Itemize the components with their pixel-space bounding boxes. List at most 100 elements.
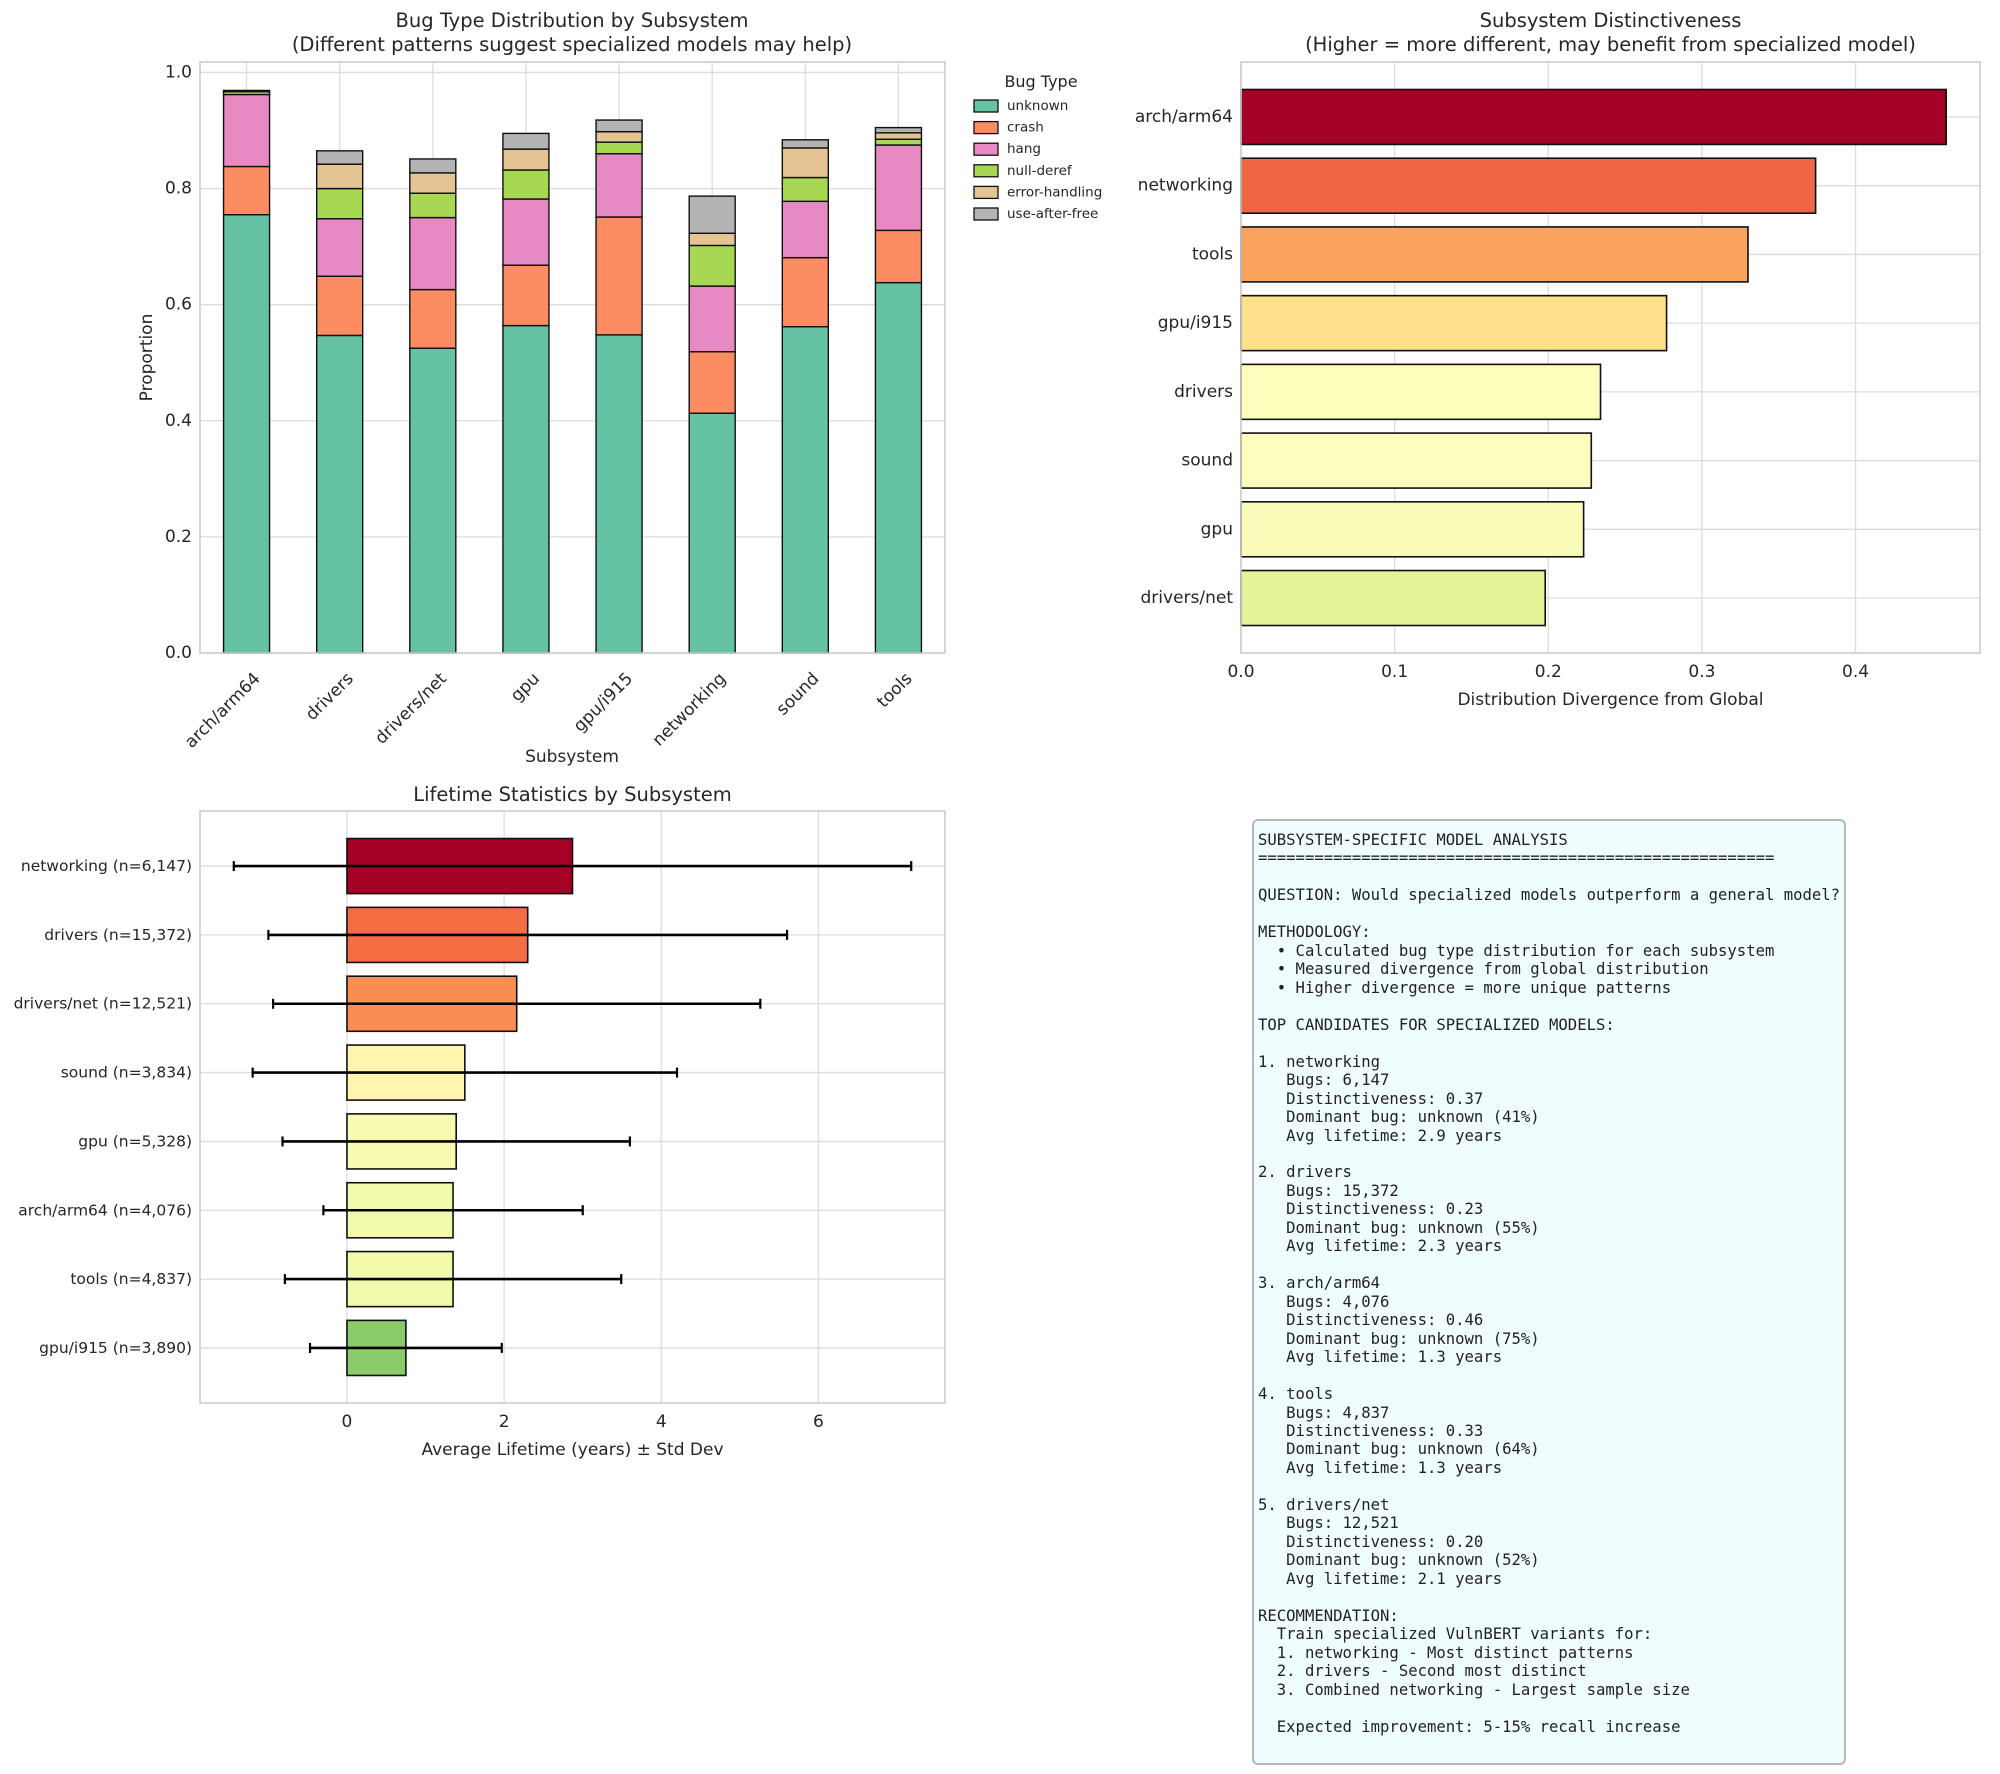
analysis-line <box>1258 1699 1840 1717</box>
legend-label: error-handling <box>1007 184 1102 200</box>
y-tick-label: 0.2 <box>165 527 192 547</box>
bar-segment-hang <box>222 93 271 168</box>
bar-segment-null-deref <box>781 176 830 203</box>
bar <box>1240 88 1947 146</box>
plot-area <box>200 62 945 653</box>
analysis-line: Dominant bug: unknown (41%) <box>1258 1108 1540 1127</box>
analysis-line: 2. drivers <box>1258 1163 1352 1182</box>
analysis-line: Bugs: 15,372 <box>1258 1181 1399 1200</box>
y-tick-label: arch/arm64 <box>1135 107 1233 127</box>
analysis-text-panel: SUBSYSTEM-SPECIFIC MODEL ANALYSIS =======… <box>1252 819 1846 1765</box>
plot-area <box>1241 62 1980 653</box>
chart-title: Subsystem Distinctiveness <box>1480 9 1742 32</box>
y-tick-label: gpu (n=5,328) <box>78 1132 192 1150</box>
bar-segment-unknown <box>595 334 643 654</box>
bar <box>1240 432 1593 489</box>
y-tick-label: tools <box>1192 244 1233 264</box>
bar-segment-null-deref <box>595 141 643 155</box>
x-tick-label: gpu/i915 <box>570 669 637 736</box>
analysis-line: 1. networking <box>1258 1052 1381 1071</box>
bar-segment-use-after-free <box>595 119 643 133</box>
analysis-line: TOP CANDIDATES FOR SPECIALIZED MODELS: <box>1258 1015 1615 1034</box>
chart-title: Lifetime Statistics by Subsystem <box>413 783 731 806</box>
analysis-line: Bugs: 6,147 <box>1258 1071 1390 1090</box>
legend: Bug Type unknown crash hang null-deref error-… <box>973 72 1102 222</box>
bar-segment-hang <box>688 285 736 353</box>
bar-segment-use-after-free <box>874 126 923 134</box>
axes-frame <box>1240 61 1981 654</box>
bar-segment-use-after-free <box>315 150 364 165</box>
x-tick-label: 0.4 <box>1842 662 1869 682</box>
analysis-line: Avg lifetime: 2.9 years <box>1258 1126 1503 1145</box>
bar-segment-error-handling <box>315 163 364 190</box>
analysis-line <box>1258 868 1840 886</box>
bar-segment-error-handling <box>502 148 550 171</box>
bar-segment-unknown <box>688 412 736 654</box>
plot-area <box>200 811 945 1403</box>
y-tick-label: 0.0 <box>165 643 192 663</box>
y-tick-label: 0.4 <box>165 411 192 431</box>
legend-swatch-null-deref <box>973 164 999 178</box>
bar-segment-use-after-free <box>222 89 271 92</box>
x-tick-label: 0.0 <box>1227 662 1254 682</box>
x-tick-label: 4 <box>656 1412 667 1432</box>
lifetime-statistics-chart: 0 2 4 6 networking (n=6,147) drivers (n=15,37… <box>14 783 946 1460</box>
bar-segment-null-deref <box>874 138 923 146</box>
x-tick-label: drivers <box>302 669 358 725</box>
x-tick-label: 0.1 <box>1381 662 1408 682</box>
x-tick-label: 0.3 <box>1688 662 1715 682</box>
bar-segment-unknown <box>409 347 457 654</box>
bar-segment-hang <box>874 144 923 232</box>
analysis-line: 3. arch/arm64 <box>1258 1274 1381 1293</box>
y-tick-label: networking <box>1138 176 1233 196</box>
x-tick-label: networking <box>649 669 731 751</box>
chart-title: Bug Type Distribution by Subsystem <box>396 9 749 32</box>
x-axis-label: Subsystem <box>525 747 619 767</box>
chart-subtitle: (Higher = more different, may benefit fr… <box>1305 33 1916 56</box>
analysis-line <box>1258 905 1840 923</box>
chart-subtitle: (Different patterns suggest specialized … <box>292 33 852 56</box>
bar-segment-crash <box>688 350 736 414</box>
analysis-line: Expected improvement: 5-15% recall incre… <box>1258 1717 1681 1736</box>
analysis-line <box>1258 1145 1840 1163</box>
legend-label: use-after-free <box>1007 206 1098 222</box>
y-tick-label: sound <box>1181 451 1233 471</box>
bar <box>1240 501 1585 558</box>
bar <box>1240 157 1817 214</box>
analysis-line <box>1258 1588 1840 1606</box>
analysis-line: • Higher divergence = more unique patter… <box>1258 978 1672 997</box>
analysis-line: Avg lifetime: 2.1 years <box>1258 1569 1503 1588</box>
x-tick-label: drivers/net <box>371 669 451 749</box>
x-tick-label: sound <box>773 669 824 720</box>
bar <box>1240 363 1602 421</box>
analysis-line: RECOMMENDATION: <box>1258 1606 1399 1625</box>
y-tick-label: gpu/i915 <box>1158 313 1233 333</box>
bar-segment-use-after-free <box>502 132 550 150</box>
bar-segment-unknown <box>781 326 830 654</box>
y-tick-label: networking (n=6,147) <box>21 857 192 875</box>
x-tick-label: 0.2 <box>1535 662 1562 682</box>
bar-segment-null-deref <box>502 169 550 200</box>
bar-segment-crash <box>315 275 364 337</box>
y-axis-label: Proportion <box>137 314 157 402</box>
analysis-line: 2. drivers - Second most distinct <box>1258 1662 1587 1681</box>
x-axis-label: Distribution Divergence from Global <box>1457 690 1763 710</box>
legend-label: null-deref <box>1007 163 1073 179</box>
bar-segment-crash <box>874 229 923 284</box>
bar-segment-unknown <box>502 324 550 654</box>
analysis-line <box>1258 1256 1840 1274</box>
bar-segment-unknown <box>315 334 364 654</box>
y-tick-label: tools (n=4,837) <box>70 1270 192 1288</box>
bar-segment-error-handling <box>781 147 830 179</box>
legend-swatch-use-after-free <box>973 207 999 221</box>
y-tick-label: gpu/i915 (n=3,890) <box>39 1339 192 1357</box>
bar-segment-use-after-free <box>409 158 457 174</box>
analysis-line: • Measured divergence from global distri… <box>1258 960 1709 979</box>
bar-segment-error-handling <box>409 172 457 194</box>
analysis-line <box>1258 1034 1840 1052</box>
bar <box>1240 569 1547 627</box>
x-tick-label: 0 <box>342 1412 353 1432</box>
y-tick-label: 0.6 <box>165 295 192 315</box>
analysis-line: Avg lifetime: 2.3 years <box>1258 1237 1503 1256</box>
